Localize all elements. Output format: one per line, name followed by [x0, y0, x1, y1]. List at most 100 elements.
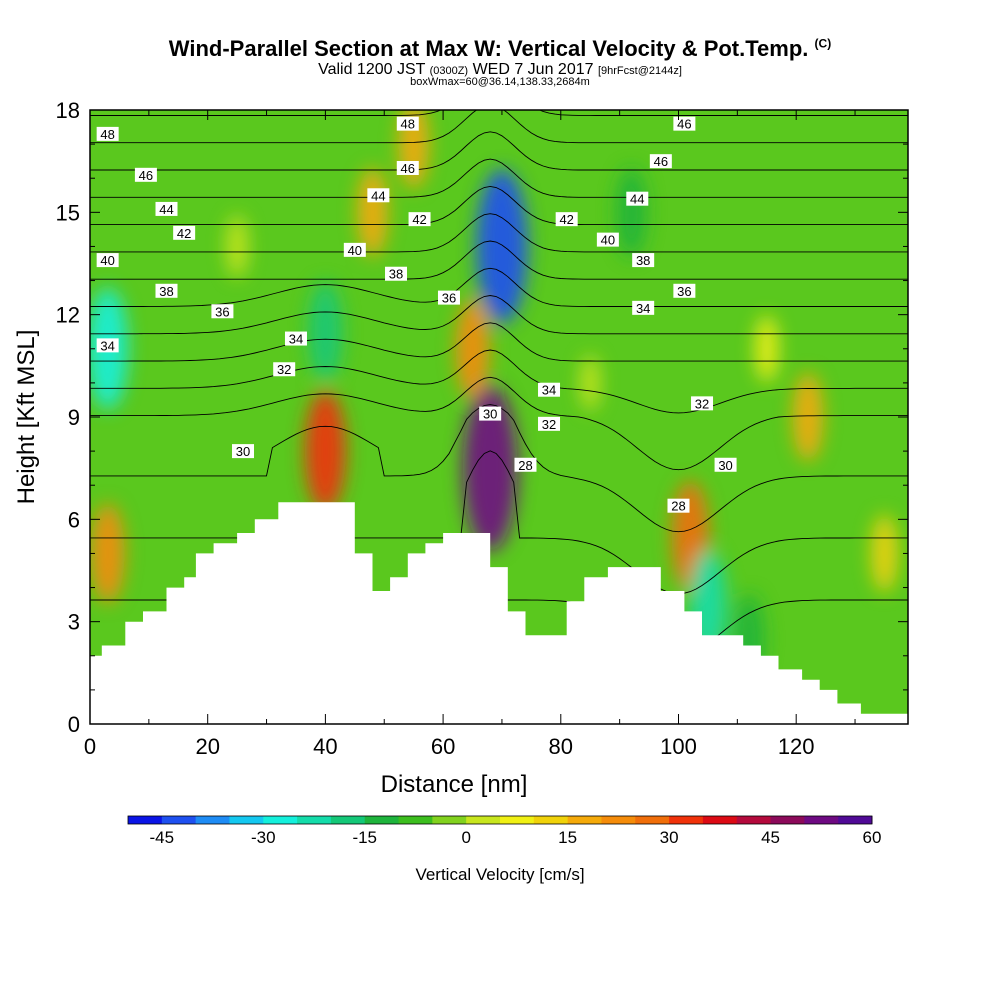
contour-label-27: 38	[632, 253, 655, 268]
contour-label-text-11: 48	[401, 117, 415, 132]
contour-label-bg-19	[538, 416, 561, 431]
x-tick-label-2: 40	[313, 734, 337, 759]
contour-label-24: 44	[626, 191, 649, 207]
velocity-feature-16	[580, 354, 601, 411]
contour-label-text-10: 30	[236, 444, 250, 459]
x-tick-label-0: 0	[84, 734, 96, 759]
contour-label-text-31: 30	[718, 458, 732, 473]
colorbar-cell-20	[804, 816, 839, 824]
contour-label-bg-5	[155, 283, 178, 298]
chart-box-info: boxWmax=60@36.14,138.33,2684m	[410, 76, 590, 88]
contour-label-text-32: 28	[671, 499, 685, 514]
contour-label-text-15: 40	[348, 243, 362, 258]
contour-label-text-21: 28	[518, 458, 532, 473]
velocity-feature-2	[304, 390, 346, 513]
colorbar-tick-3: 0	[461, 828, 470, 847]
colorbar-cell-7	[364, 816, 400, 824]
chart-title-mark: (C)	[814, 36, 832, 51]
x-tick-label-3: 60	[431, 734, 455, 759]
colorbar-cell-3	[229, 816, 264, 824]
subtitle-fcst: [9hrFcst@2144z]	[597, 65, 682, 77]
contour-label-text-7: 34	[100, 338, 114, 353]
contour-label-bg-21	[514, 457, 537, 472]
isentrope-38	[90, 185, 908, 226]
contour-label-text-20: 30	[483, 407, 497, 422]
contour-label-16: 38	[385, 266, 408, 282]
contour-label-bg-22	[673, 116, 696, 131]
contour-label-text-23: 46	[654, 154, 668, 169]
contour-label-5: 38	[155, 283, 178, 299]
contour-label-20: 30	[479, 406, 502, 422]
colorbar-tick-6: 45	[761, 828, 780, 847]
contour-label-2: 44	[155, 201, 178, 217]
y-tick-label-1: 3	[68, 610, 80, 635]
contour-label-text-26: 40	[601, 233, 615, 248]
contour-label-bg-13	[367, 188, 390, 203]
contour-label-text-19: 32	[542, 417, 556, 432]
colorbar-cell-15	[635, 816, 670, 824]
colorbar-cell-14	[601, 816, 636, 824]
contour-label-text-17: 36	[442, 291, 456, 306]
contour-label-0: 48	[96, 126, 119, 142]
contour-label-text-6: 36	[215, 304, 229, 319]
contour-label-bg-30	[691, 396, 714, 411]
contour-label-text-4: 40	[100, 253, 114, 268]
contour-label-14: 42	[408, 212, 431, 227]
contour-label-15: 40	[343, 242, 366, 258]
contour-label-bg-23	[649, 154, 672, 169]
contour-label-text-24: 44	[630, 192, 644, 207]
colorbar-cell-1	[161, 816, 197, 824]
contour-label-text-22: 46	[677, 117, 691, 132]
velocity-feature-13	[792, 372, 824, 462]
velocity-feature-17	[755, 315, 779, 383]
contour-label-bg-28	[673, 283, 696, 298]
colorbar: -45 -30 -15 0 15 30 45 60 Vertical Velocity [cm/…	[127, 815, 881, 884]
contour-label-13: 44	[367, 188, 390, 203]
isentrope-36	[90, 240, 908, 280]
isentrope-40	[90, 131, 908, 171]
colorbar-cell-18	[736, 816, 772, 824]
velocity-feature-3	[455, 298, 490, 399]
isentrope-33	[90, 322, 908, 362]
x-tick-label-4: 80	[549, 734, 573, 759]
y-tick-label-5: 15	[56, 200, 80, 225]
contour-label-21: 28	[514, 457, 537, 473]
velocity-feature-14	[870, 514, 898, 593]
contour-label-bg-12	[396, 160, 419, 175]
contour-label-1: 46	[134, 167, 157, 183]
contour-label-12: 46	[396, 160, 419, 176]
colorbar-tick-5: 30	[660, 828, 679, 847]
contour-label-bg-29	[632, 300, 655, 315]
velocity-feature-6	[308, 281, 343, 382]
x-tick-label-5: 100	[660, 734, 697, 759]
contour-label-19: 32	[538, 416, 561, 432]
contour-label-text-0: 48	[100, 127, 114, 142]
contour-label-text-8: 34	[289, 332, 303, 347]
contour-label-bg-20	[479, 406, 502, 421]
colorbar-cell-6	[330, 816, 366, 824]
contour-label-bg-7	[96, 338, 119, 353]
colorbar-cell-17	[702, 816, 738, 824]
contour-label-bg-32	[667, 498, 690, 513]
contour-label-6: 36	[211, 304, 234, 319]
terrain-mask	[90, 502, 908, 724]
isentrope-42	[90, 110, 908, 116]
colorbar-frame	[127, 815, 873, 825]
contour-label-text-14: 42	[412, 212, 426, 227]
colorbar-cell-4	[263, 816, 298, 824]
contour-label-text-28: 36	[677, 284, 691, 299]
contour-label-bg-16	[385, 266, 408, 281]
contour-label-25: 42	[555, 212, 578, 227]
velocity-feature-15	[226, 215, 249, 278]
chart-subtitle: Valid 1200 JST (0300Z) WED 7 Jun 2017 [9…	[0, 61, 1000, 79]
contour-label-7: 34	[96, 338, 119, 353]
contour-label-text-9: 32	[277, 362, 291, 377]
colorbar-label: Vertical Velocity [cm/s]	[415, 865, 584, 884]
colorbar-tick-0: -45	[150, 828, 175, 847]
isentrope-37	[90, 213, 908, 253]
velocity-feature-12	[90, 503, 125, 604]
contour-label-text-12: 46	[401, 161, 415, 176]
contour-label-text-27: 38	[636, 253, 650, 268]
